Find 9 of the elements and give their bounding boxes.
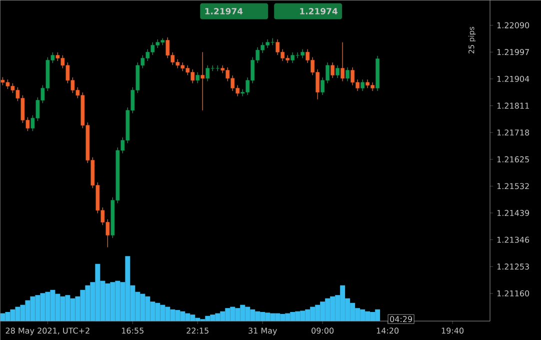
candlestick <box>360 79 364 92</box>
candlestick <box>196 72 200 84</box>
candlestick <box>340 42 344 82</box>
candlestick <box>200 52 205 111</box>
annotation: 1.21974 <box>300 8 338 14</box>
candlestick <box>346 66 350 82</box>
candlestick <box>336 64 340 78</box>
annotation: 1.21974 <box>205 8 243 14</box>
candlestick <box>330 62 334 78</box>
